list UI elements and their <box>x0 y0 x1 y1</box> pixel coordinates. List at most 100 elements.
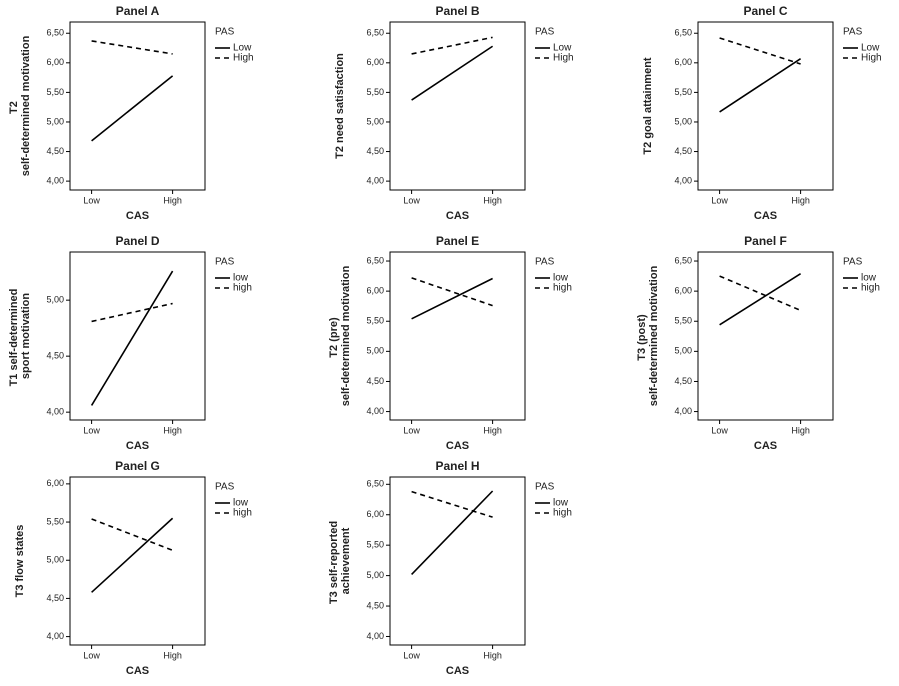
series-line <box>91 518 173 552</box>
legend-label: Low <box>233 43 252 54</box>
y-tick-label: 6,00 <box>46 57 64 67</box>
y-tick-label: 5,50 <box>46 516 64 526</box>
legend-label: low <box>861 273 877 284</box>
y-tick-label: 4,50 <box>46 146 64 156</box>
x-axis-label: CAS <box>126 440 149 452</box>
y-tick-label: 5,50 <box>366 316 384 326</box>
y-tick-label: 5,00 <box>46 555 64 565</box>
plot-frame <box>389 251 526 421</box>
series-line <box>90 270 174 406</box>
y-tick-label: 6,50 <box>366 28 384 38</box>
plot-frame <box>697 251 834 421</box>
legend-label: low <box>233 273 249 284</box>
legend-label: high <box>553 508 572 519</box>
legend-title: PAS <box>535 27 555 38</box>
y-tick-label: 4,50 <box>46 351 64 361</box>
plot-frame <box>69 476 206 646</box>
y-axis-label: T2 need satisfaction <box>334 53 346 159</box>
legend-title: PAS <box>535 482 555 493</box>
y-tick-label: 4,50 <box>366 146 384 156</box>
legend-title: PAS <box>535 257 555 268</box>
legend-label: high <box>233 283 252 294</box>
legend-label: high <box>233 508 252 519</box>
legend-title: PAS <box>843 257 863 268</box>
y-tick-label: 5,00 <box>366 346 384 356</box>
y-axis-label: T1 self-determined sport motivation <box>8 286 32 387</box>
panel: Panel H 4,00 4,50 5,00 5,50 6,00 6,50 Low High CA… <box>328 459 572 677</box>
y-tick-label: 4,00 <box>366 176 384 186</box>
x-tick-label: High <box>163 195 182 205</box>
series-line <box>719 275 801 312</box>
x-tick-label: High <box>483 195 502 205</box>
y-tick-label: 5,50 <box>674 316 692 326</box>
legend-label: low <box>553 498 569 509</box>
y-tick-label: 6,50 <box>366 479 384 489</box>
series-line <box>91 302 173 323</box>
x-tick-label: Low <box>403 195 420 205</box>
y-tick-label: 4,00 <box>46 407 64 417</box>
y-axis-label: T2 (pre) self-determined motivation <box>328 265 352 406</box>
series-line <box>411 277 493 320</box>
x-tick-label: High <box>483 650 502 660</box>
plot-frame <box>69 21 206 191</box>
plot-frame <box>389 476 526 646</box>
x-axis-label: CAS <box>446 210 469 222</box>
x-axis-label: CAS <box>126 665 149 677</box>
x-tick-label: High <box>483 425 502 435</box>
legend-label: Low <box>553 43 572 54</box>
series-line <box>719 273 802 326</box>
x-tick-label: Low <box>711 195 728 205</box>
x-axis-label: CAS <box>446 440 469 452</box>
plot-frame <box>69 251 206 421</box>
legend-title: PAS <box>215 257 235 268</box>
y-axis-label: T3 flow states <box>14 525 26 598</box>
panel-title: Panel H <box>435 459 479 473</box>
legend-label: low <box>233 498 249 509</box>
y-tick-label: 5,50 <box>46 87 64 97</box>
series-line <box>411 45 494 101</box>
y-tick-label: 4,00 <box>46 176 64 186</box>
panel: Panel G 4,00 4,50 5,00 5,50 6,00 Low High CAS T3 … <box>14 459 252 677</box>
x-axis-label: CAS <box>754 210 777 222</box>
series-line <box>719 37 801 65</box>
panel-title: Panel A <box>116 4 160 18</box>
panel: Panel F 4,00 4,50 5,00 5,50 6,00 6,50 Low High CA… <box>636 234 880 452</box>
plot-frame <box>697 21 834 191</box>
y-axis-label: T3 self-reported achievement <box>328 518 352 604</box>
y-tick-label: 6,50 <box>366 255 384 265</box>
y-tick-label: 4,50 <box>366 600 384 610</box>
y-tick-label: 4,00 <box>366 631 384 641</box>
y-tick-label: 5,50 <box>366 87 384 97</box>
legend-label: low <box>553 273 569 284</box>
x-tick-label: Low <box>403 425 420 435</box>
x-tick-label: Low <box>83 650 100 660</box>
y-tick-label: 4,00 <box>46 631 64 641</box>
plot-frame <box>389 21 526 191</box>
y-tick-label: 6,00 <box>366 286 384 296</box>
x-tick-label: Low <box>403 650 420 660</box>
legend-label: High <box>233 53 254 64</box>
y-tick-label: 6,50 <box>46 28 64 38</box>
y-tick-label: 4,50 <box>366 376 384 386</box>
y-tick-label: 6,00 <box>674 286 692 296</box>
x-tick-label: Low <box>83 195 100 205</box>
y-tick-label: 4,50 <box>674 376 692 386</box>
y-axis-label: T3 (post) self-determined motivation <box>636 265 660 406</box>
x-tick-label: High <box>163 425 182 435</box>
y-tick-label: 5,00 <box>366 116 384 126</box>
y-tick-label: 6,50 <box>674 28 692 38</box>
x-tick-label: High <box>163 650 182 660</box>
panel-title: Panel D <box>115 234 159 248</box>
legend-label: High <box>553 53 574 64</box>
panel-title: Panel E <box>436 234 479 248</box>
legend-title: PAS <box>215 27 235 38</box>
panel: Panel E 4,00 4,50 5,00 5,50 6,00 6,50 Low High CA… <box>328 234 572 452</box>
y-tick-label: 5,00 <box>674 116 692 126</box>
series-line <box>411 490 494 575</box>
panel-title: Panel B <box>435 4 479 18</box>
legend-label: high <box>553 283 572 294</box>
